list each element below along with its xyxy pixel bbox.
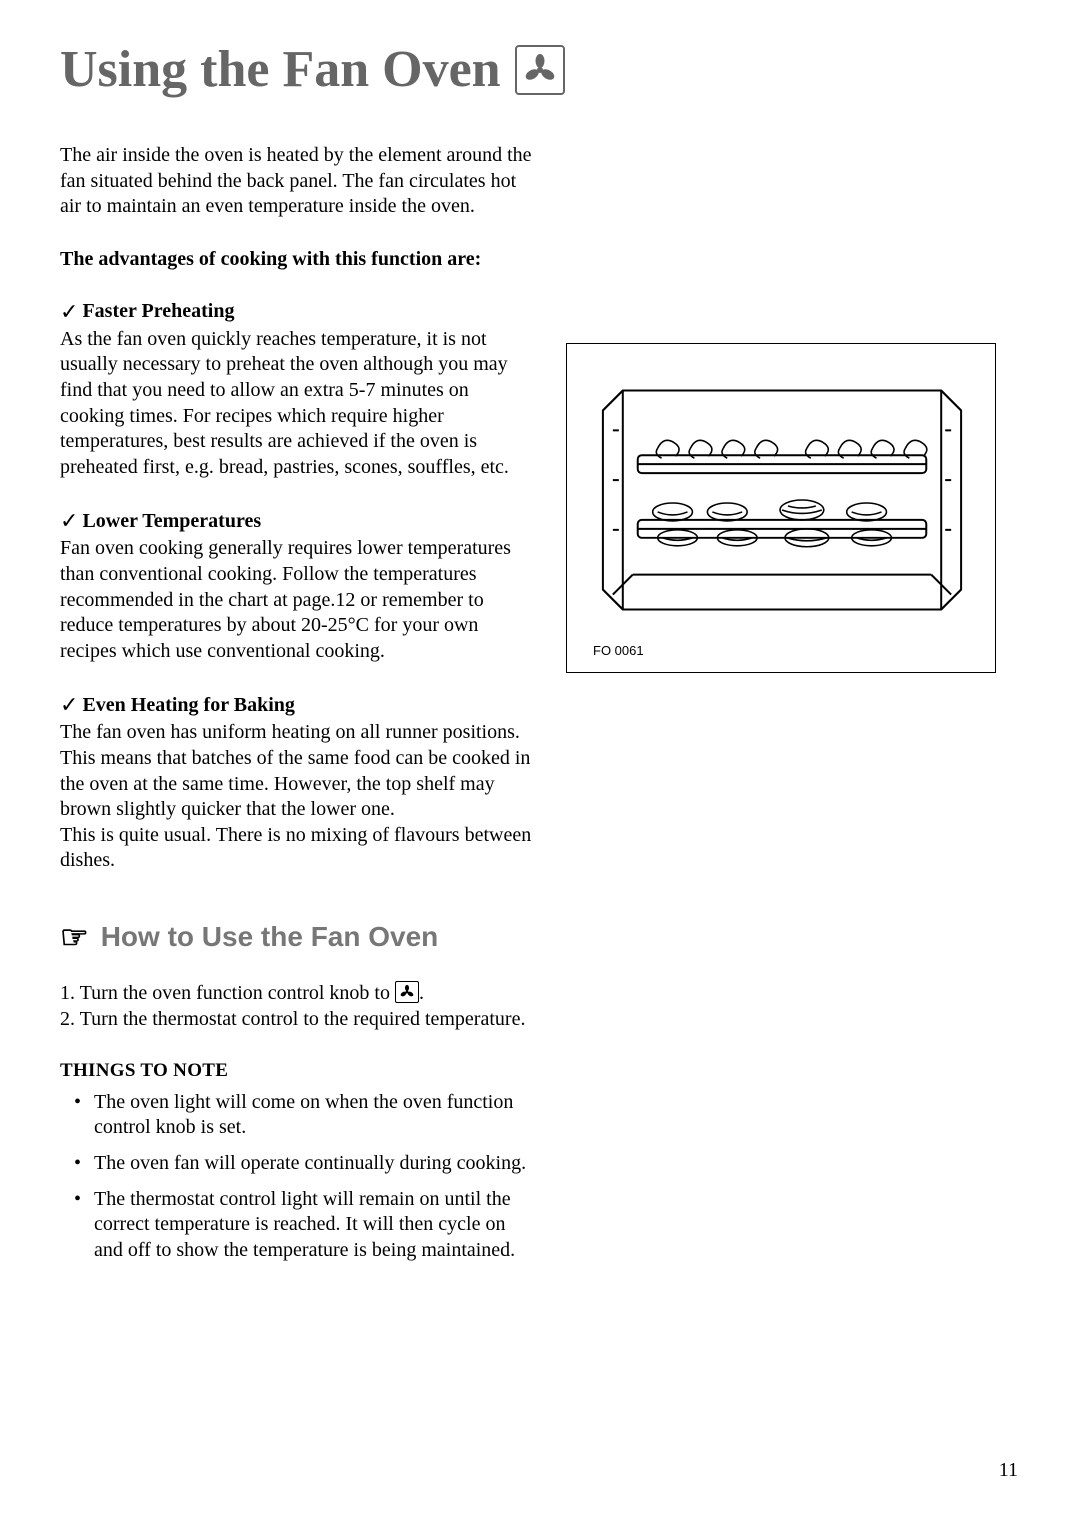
check-icon: ✓ xyxy=(60,692,78,718)
feature-body: Fan oven cooking generally requires lowe… xyxy=(60,536,538,664)
figure-caption: FO 0061 xyxy=(593,643,644,658)
notes-list: The oven light will come on when the ove… xyxy=(60,1090,538,1264)
check-icon: ✓ xyxy=(60,299,78,325)
feature-lower-temperatures: ✓ Lower Temperatures Fan oven cooking ge… xyxy=(60,508,538,664)
note-item: The oven light will come on when the ove… xyxy=(60,1090,538,1141)
check-icon: ✓ xyxy=(60,508,78,534)
step-1: 1. Turn the oven function control knob t… xyxy=(60,980,538,1006)
howto-heading-text: How to Use the Fan Oven xyxy=(101,921,439,953)
oven-figure: FO 0061 xyxy=(566,343,996,673)
step-2: 2. Turn the thermostat control to the re… xyxy=(60,1006,538,1032)
feature-title: Lower Temperatures xyxy=(82,510,261,533)
page-number: 11 xyxy=(999,1459,1018,1482)
advantages-heading: The advantages of cooking with this func… xyxy=(60,248,538,271)
step-1-text-b: . xyxy=(419,982,424,1004)
oven-illustration xyxy=(583,360,981,640)
feature-even-heating: ✓ Even Heating for Baking The fan oven h… xyxy=(60,692,538,874)
fan-oven-icon xyxy=(515,45,565,95)
left-column: The air inside the oven is heated by the… xyxy=(60,143,538,1273)
page-title: Using the Fan Oven xyxy=(60,40,1020,99)
feature-body: As the fan oven quickly reaches temperat… xyxy=(60,327,538,481)
feature-faster-preheating: ✓ Faster Preheating As the fan oven quic… xyxy=(60,299,538,481)
intro-paragraph: The air inside the oven is heated by the… xyxy=(60,143,538,220)
things-to-note-heading: THINGS TO NOTE xyxy=(60,1060,538,1082)
pointing-hand-icon: ☞ xyxy=(60,918,89,956)
title-text: Using the Fan Oven xyxy=(60,40,501,99)
feature-body: The fan oven has uniform heating on all … xyxy=(60,720,538,874)
howto-heading: ☞ How to Use the Fan Oven xyxy=(60,918,538,956)
note-item: The thermostat control light will remain… xyxy=(60,1187,538,1264)
feature-title: Faster Preheating xyxy=(82,300,234,323)
feature-title: Even Heating for Baking xyxy=(82,694,294,717)
fan-oven-icon-inline xyxy=(395,981,419,1003)
right-column: FO 0061 xyxy=(566,143,1006,1273)
step-1-text-a: 1. Turn the oven function control knob t… xyxy=(60,982,395,1004)
note-item: The oven fan will operate continually du… xyxy=(60,1151,538,1177)
